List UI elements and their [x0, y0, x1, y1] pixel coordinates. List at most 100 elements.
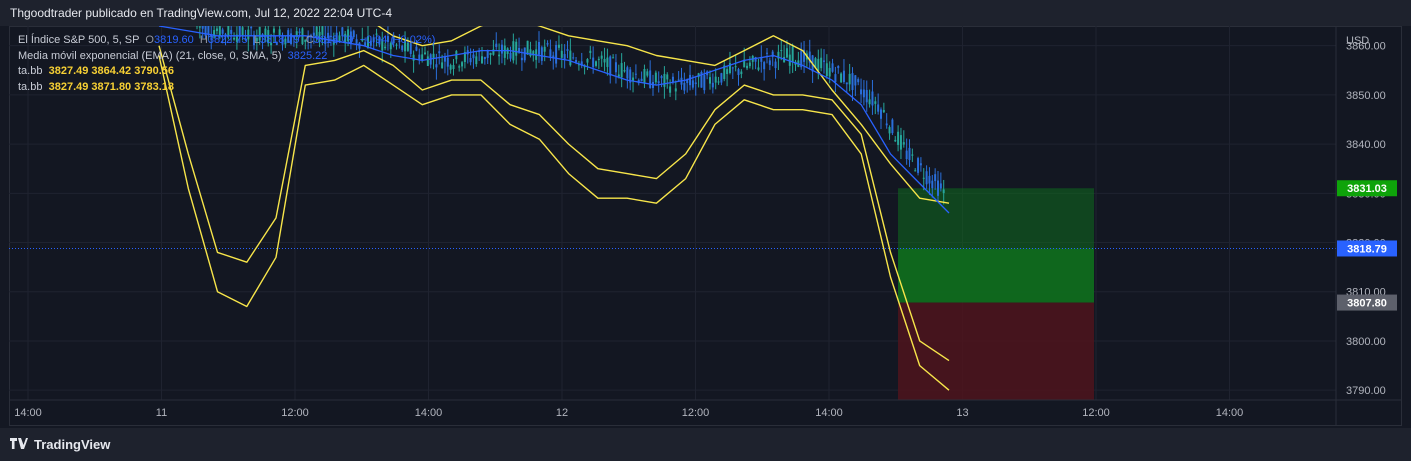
candle-body [224, 33, 227, 35]
candle-body [908, 147, 911, 161]
candle-body [241, 27, 244, 36]
low-value: 3818.79 [259, 34, 300, 46]
candle-body [281, 35, 284, 45]
candle-body [332, 38, 335, 45]
candle-body [341, 27, 344, 37]
candle-body [768, 60, 771, 65]
candle-body [278, 29, 281, 36]
target-zone-filled [898, 248, 1094, 303]
candle-body [939, 183, 942, 189]
footer-bar: TradingView [0, 428, 1411, 461]
candle-body [520, 57, 523, 61]
candle-body [566, 49, 569, 51]
candle-body [871, 91, 874, 106]
candle-body [500, 44, 503, 54]
candle-body [446, 57, 449, 67]
line-lower-inner [158, 45, 950, 362]
candle-body [443, 56, 446, 62]
candle-body [438, 51, 441, 54]
time-tick-label: 12:00 [281, 407, 309, 419]
candle-body [726, 69, 729, 75]
tradingview-logo-icon [10, 437, 28, 452]
price-chart[interactable]: USD3860.003850.003840.003830.003820.0038… [9, 26, 1402, 426]
price-tick-label: 3860.00 [1346, 41, 1386, 53]
candle-body [917, 158, 920, 173]
candle-body [509, 52, 512, 59]
candle-body [557, 44, 560, 48]
candle-body [934, 174, 937, 182]
candle-body [677, 79, 680, 81]
candle-body [877, 104, 880, 112]
candle-body [646, 71, 649, 76]
candle-body [632, 77, 635, 82]
tradingview-logo[interactable]: TradingView [10, 437, 110, 452]
candle-body [757, 67, 760, 70]
high-value: 3822.75 [207, 34, 248, 46]
price-tick-label: 3790.00 [1346, 385, 1386, 397]
candle-body [891, 119, 894, 134]
candle-body [868, 99, 871, 105]
candle-body [515, 41, 518, 56]
candle-body [389, 43, 392, 50]
bb1-values: 3827.49 3864.42 3790.56 [48, 65, 174, 77]
candle-body [358, 42, 361, 49]
candle-body [834, 74, 837, 83]
candle-body [928, 175, 931, 184]
candle-body [814, 58, 817, 69]
candle-body [691, 80, 694, 88]
candle-body [640, 78, 643, 82]
price-axis[interactable]: USD3860.003850.003840.003830.003820.0038… [1335, 26, 1397, 426]
time-tick-label: 11 [156, 407, 167, 419]
candle-body [854, 75, 857, 86]
time-axis[interactable]: 14:00 11 12:00 14:00 12 12:00 14:00 13 12:00 14:0… [9, 399, 1402, 419]
candle-body [435, 64, 438, 68]
candle-body [349, 31, 352, 45]
time-tick-label: 14:00 [1216, 407, 1244, 419]
candle-body [731, 67, 734, 69]
candle-body [204, 26, 207, 36]
candle-body [552, 55, 555, 59]
candle-body [298, 31, 301, 34]
candle-body [589, 50, 592, 54]
candle-body [498, 54, 501, 57]
legend-bb1-row[interactable]: ta.bb 3827.49 3864.42 3790.56 [18, 64, 435, 80]
candle-body [258, 26, 261, 41]
candle-body [572, 57, 575, 59]
chart-pane[interactable] [9, 26, 1402, 426]
candle-body [857, 79, 860, 83]
candle-body [233, 37, 236, 40]
chart-legend: El Índice S&P 500, 5, SP O3819.60 H3822.… [18, 33, 435, 95]
candle-body [272, 28, 275, 33]
candle-body [860, 89, 863, 95]
candle-body [264, 28, 267, 37]
candle-body [669, 86, 672, 93]
candle-body [569, 50, 572, 66]
candle-body [888, 127, 891, 134]
candle-body [347, 29, 350, 42]
candle-body [329, 35, 332, 37]
candle-body [754, 57, 757, 62]
candle-body [215, 28, 218, 32]
candle-body [683, 82, 686, 91]
candle-body [492, 49, 495, 55]
candle-body [663, 73, 666, 87]
candle-body [763, 62, 766, 70]
tradingview-brand: TradingView [34, 437, 111, 452]
candle-body [937, 180, 939, 196]
candle-body [441, 62, 444, 69]
candle-body [495, 43, 498, 47]
legend-bb2-row[interactable]: ta.bb 3827.49 3871.80 3783.18 [18, 80, 435, 96]
legend-ema-row[interactable]: Media móvil exponencial (EMA) (21, close… [18, 49, 435, 65]
candle-body [723, 65, 726, 80]
candle-body [746, 65, 749, 69]
bb2-label: ta.bb [18, 80, 43, 93]
ema-label: Media móvil exponencial (EMA) (21, close… [18, 49, 282, 62]
candle-body [292, 36, 295, 38]
candle-body [897, 131, 900, 145]
candle-body [617, 74, 620, 77]
candle-body [880, 109, 882, 119]
publication-title: Thgoodtrader publicado en TradingView.co… [10, 6, 393, 20]
candle-body [586, 59, 589, 63]
legend-symbol-row[interactable]: El Índice S&P 500, 5, SP O3819.60 H3822.… [18, 33, 435, 49]
candle-body [820, 57, 823, 69]
